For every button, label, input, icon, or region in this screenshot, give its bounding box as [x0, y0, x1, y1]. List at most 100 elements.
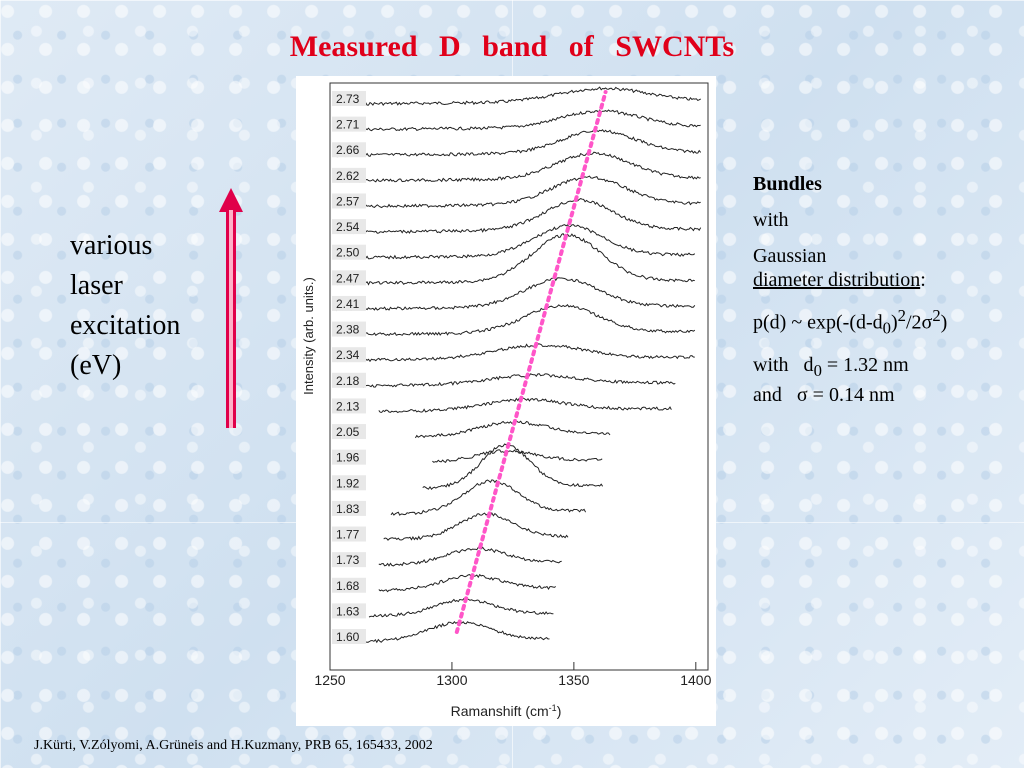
plot-frame: [329, 82, 709, 671]
x-tick-label: 1300: [436, 672, 467, 688]
series-label: 2.38: [336, 323, 360, 337]
series-label: 2.05: [336, 425, 360, 439]
peak-trend-line: [454, 90, 608, 634]
series-label-bg: [332, 347, 366, 363]
info-heading: Bundles: [753, 173, 822, 195]
series-label-bg: [332, 526, 366, 542]
formula-part-3: /2σ: [906, 311, 933, 334]
series-label: 1.73: [336, 553, 360, 567]
series-label: 2.73: [336, 92, 360, 106]
series-label: 2.71: [336, 118, 360, 132]
series-label-bg: [332, 142, 366, 158]
series-label-bg: [332, 603, 366, 619]
series-label: 1.63: [336, 604, 360, 618]
series-label: 2.57: [336, 194, 360, 208]
series-label: 2.34: [336, 348, 360, 362]
series-label-bg: [332, 219, 366, 235]
series-label-bg: [332, 244, 366, 260]
spectrum-trace: [334, 233, 695, 286]
x-tick-label: 1400: [680, 672, 711, 688]
x-axis-label-end: ): [557, 703, 562, 719]
info-formula: p(d) ~ exp(-(d-d0)2/2σ2): [753, 304, 1018, 341]
x-tick-label: 1350: [558, 672, 589, 688]
spectrum-trace: [334, 175, 701, 209]
series-label-bg: [332, 116, 366, 132]
series-label: 2.62: [336, 169, 360, 183]
x-axis-label-main: Ramanshift (cm: [451, 703, 549, 719]
x-ticks: 1250 1300 1350 1400: [314, 662, 712, 688]
excitation-label-line-2: laser: [70, 270, 123, 301]
spectrum-trace: [334, 109, 701, 132]
spectrum-trace: [334, 224, 696, 260]
excitation-label-line-4: (eV): [70, 350, 122, 381]
spectrum-trace: [383, 512, 569, 541]
info-diameter-distribution: diameter distribution: [753, 269, 921, 291]
spectrum-trace: [334, 343, 695, 363]
formula-sup-2b: 2: [932, 306, 941, 325]
info-distribution: Gaussian diameter distribution:: [753, 244, 1018, 292]
series-label-bg: [332, 270, 366, 286]
series-label: 2.18: [336, 374, 360, 388]
series-label: 2.41: [336, 297, 360, 311]
series-label: 2.47: [336, 271, 360, 285]
spectrum-trace: [390, 479, 587, 516]
spectrum-trace: [378, 546, 562, 567]
series-label-bg: [332, 500, 366, 516]
x-axis-label: Ramanshift (cm-1): [451, 703, 562, 719]
series-label-bg: [332, 475, 366, 491]
spectrum-trace: [334, 198, 702, 235]
series-label: 1.92: [336, 476, 360, 490]
d0-sub: 0: [813, 360, 822, 380]
series-label: 1.60: [336, 630, 360, 644]
spectrum-trace: [422, 443, 604, 490]
series-label-bg: [332, 167, 366, 183]
formula-sub-0: 0: [882, 318, 891, 338]
slide-title: Measured D band of SWCNTs: [289, 30, 735, 63]
series-label: 1.96: [336, 451, 360, 465]
series-label: 2.66: [336, 143, 360, 157]
series-label: 1.68: [336, 579, 360, 593]
d0-prefix: with d: [753, 353, 814, 376]
spectra-traces: [334, 86, 702, 644]
series-label-bg: [332, 629, 366, 644]
d0-value: = 1.32 nm: [821, 353, 909, 376]
info-with: with: [753, 209, 789, 231]
series-label-bg: [332, 193, 366, 209]
series-label-bg: [332, 372, 366, 388]
y-axis-label: Intensity (arb. units.): [301, 277, 316, 395]
series-label-bg: [332, 424, 366, 440]
excitation-label-line-3: excitation: [70, 310, 181, 341]
info-colon: :: [920, 269, 926, 291]
formula-sup-2a: 2: [897, 306, 906, 325]
spectrum-trace: [334, 303, 696, 337]
raman-chart: 2.73 2.71 2.66 2.62 2.57 2.54 2.50 2.47 2.41 2.38…: [296, 76, 716, 726]
series-label-bg: [332, 449, 366, 465]
spectrum-trace: [378, 397, 672, 414]
series-labels: 2.73 2.71 2.66 2.62 2.57 2.54 2.50 2.47 2.41 2.38…: [332, 91, 366, 644]
x-tick-label: 1250: [314, 672, 345, 688]
info-d0: with d0 = 1.32 nm: [753, 353, 1018, 383]
series-label: 2.13: [336, 399, 360, 413]
excitation-label: various laser excitation (eV): [70, 226, 220, 386]
spectrum-trace: [378, 573, 557, 593]
series-label-bg: [332, 321, 366, 337]
up-arrow-icon: [219, 188, 243, 428]
spectrum-trace: [432, 449, 603, 463]
series-label: 1.77: [336, 528, 360, 542]
series-label-bg: [332, 577, 366, 593]
series-label-bg: [332, 398, 366, 414]
spectrum-trace: [358, 373, 676, 388]
spectrum-trace: [359, 620, 550, 644]
formula-part-4: ): [940, 311, 948, 334]
info-gaussian: Gaussian: [753, 245, 827, 267]
spectrum-trace: [368, 597, 554, 618]
series-label: 2.50: [336, 246, 360, 260]
x-axis-label-sup: -1: [549, 703, 557, 713]
series-label-bg: [332, 91, 366, 106]
info-panel: Bundles with Gaussian diameter distribut…: [753, 172, 1018, 407]
excitation-label-line-1: various: [70, 230, 153, 261]
formula-part-1: p(d) ~ exp(-(d-d: [753, 311, 883, 334]
series-label-bg: [332, 552, 366, 568]
series-label: 2.54: [336, 220, 360, 234]
spectrum-trace: [334, 277, 696, 312]
